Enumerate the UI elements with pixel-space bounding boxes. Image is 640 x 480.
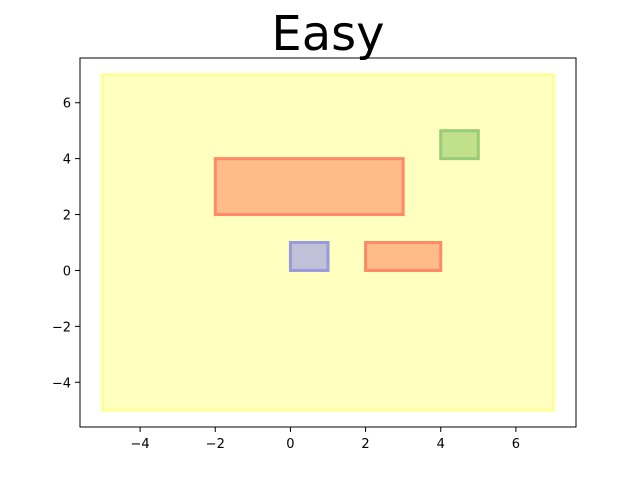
y-tick-label: −4 [52, 376, 71, 391]
chart-title: Easy [271, 6, 384, 62]
y-tick-label: 6 [63, 97, 71, 112]
axes-frame [79, 57, 577, 428]
y-tick-label: 2 [63, 209, 71, 224]
rect-blue-square [288, 241, 330, 272]
x-tick-label: 4 [437, 437, 445, 452]
y-tick-label: 0 [63, 264, 71, 279]
rect-orange-large [213, 157, 405, 217]
y-axis: −4 −2 0 2 4 6 [52, 97, 80, 391]
rect-green-square [439, 129, 480, 161]
x-tick-label: −2 [206, 437, 225, 452]
x-tick-label: 0 [286, 437, 294, 452]
rect-orange-small [364, 241, 443, 272]
y-tick-label: 4 [63, 153, 71, 168]
x-tick-label: 2 [361, 437, 369, 452]
y-tick-label: −2 [52, 320, 71, 335]
x-axis: −4 −2 0 2 4 6 [131, 427, 520, 452]
x-tick-label: 6 [512, 437, 520, 452]
plot-area [101, 73, 555, 412]
x-tick-label: −4 [131, 437, 150, 452]
